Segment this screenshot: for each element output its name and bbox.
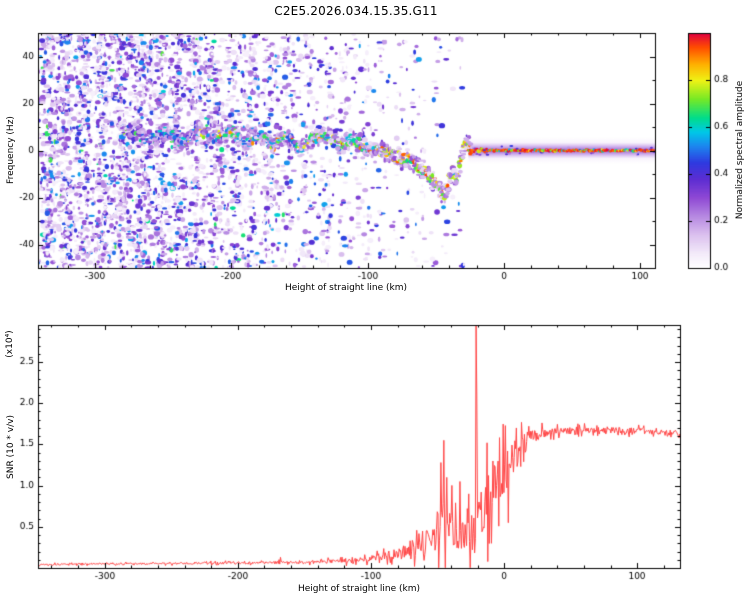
plot-title: C2E5.2026.034.15.35.G11	[274, 4, 438, 18]
snr-axis-label: SNR (10 * v/v)	[6, 415, 16, 479]
spectrogram-x-axis-label: Height of straight line (km)	[285, 283, 407, 293]
snr-scale-label: (x10⁴)	[5, 330, 15, 358]
colorbar-label: Normalized spectral amplitude	[735, 80, 745, 220]
frequency-axis-label: Frequency (Hz)	[6, 116, 16, 184]
snr-x-axis-label: Height of straight line (km)	[298, 584, 420, 594]
